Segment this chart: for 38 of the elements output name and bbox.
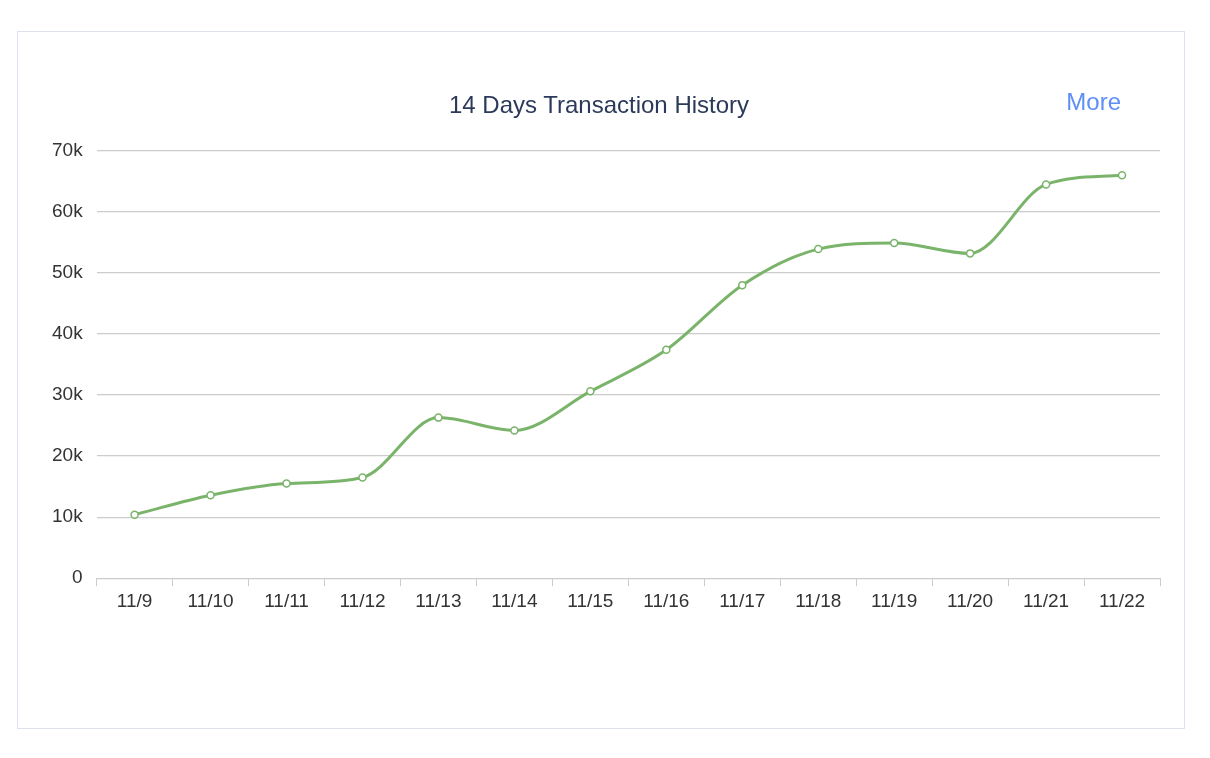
point (889, 238, 899, 248)
x-tick-label: 11/15 (567, 589, 614, 611)
chart-title: 14 Days Transaction History (448, 91, 750, 119)
point (282, 479, 291, 488)
x-tick-label: 11/19 (871, 589, 918, 611)
point (1041, 180, 1051, 189)
y-tick-label: 40k (51, 322, 84, 344)
x-tick-label: 11/17 (719, 589, 766, 611)
x-tick-label: 11/11 (264, 589, 309, 611)
x-tick-label: 11/21 (1023, 589, 1070, 611)
point (358, 473, 367, 482)
x-tick-label: 11/10 (187, 589, 234, 611)
x-tick-label: 11/13 (415, 589, 462, 611)
point (1117, 170, 1127, 180)
point (206, 490, 215, 500)
point (662, 345, 671, 355)
y-tick-label: 0 (72, 566, 83, 588)
point (434, 413, 443, 422)
point (965, 249, 975, 258)
y-tick-label: 10k (51, 505, 84, 527)
point (510, 426, 519, 435)
x-tick-label: 11/20 (947, 589, 994, 611)
x-tick-label: 11/9 (116, 589, 153, 611)
y-tick-label: 60k (51, 200, 84, 222)
x-tick-label: 11/12 (339, 589, 386, 611)
text: More (1066, 87, 1121, 115)
y-tick-label: 70k (51, 139, 84, 161)
x-tick-label: 11/18 (795, 589, 842, 611)
point (130, 510, 139, 519)
y-tick-label: 20k (51, 444, 84, 466)
x-tick-label: 11/14 (491, 589, 538, 611)
point (738, 280, 747, 290)
point (813, 244, 823, 254)
y-tick-label: 50k (51, 261, 84, 283)
x-tick-label: 11/16 (643, 589, 690, 611)
y-tick-label: 30k (51, 383, 84, 405)
point (586, 387, 595, 396)
x-tick-label: 11/22 (1098, 589, 1146, 611)
